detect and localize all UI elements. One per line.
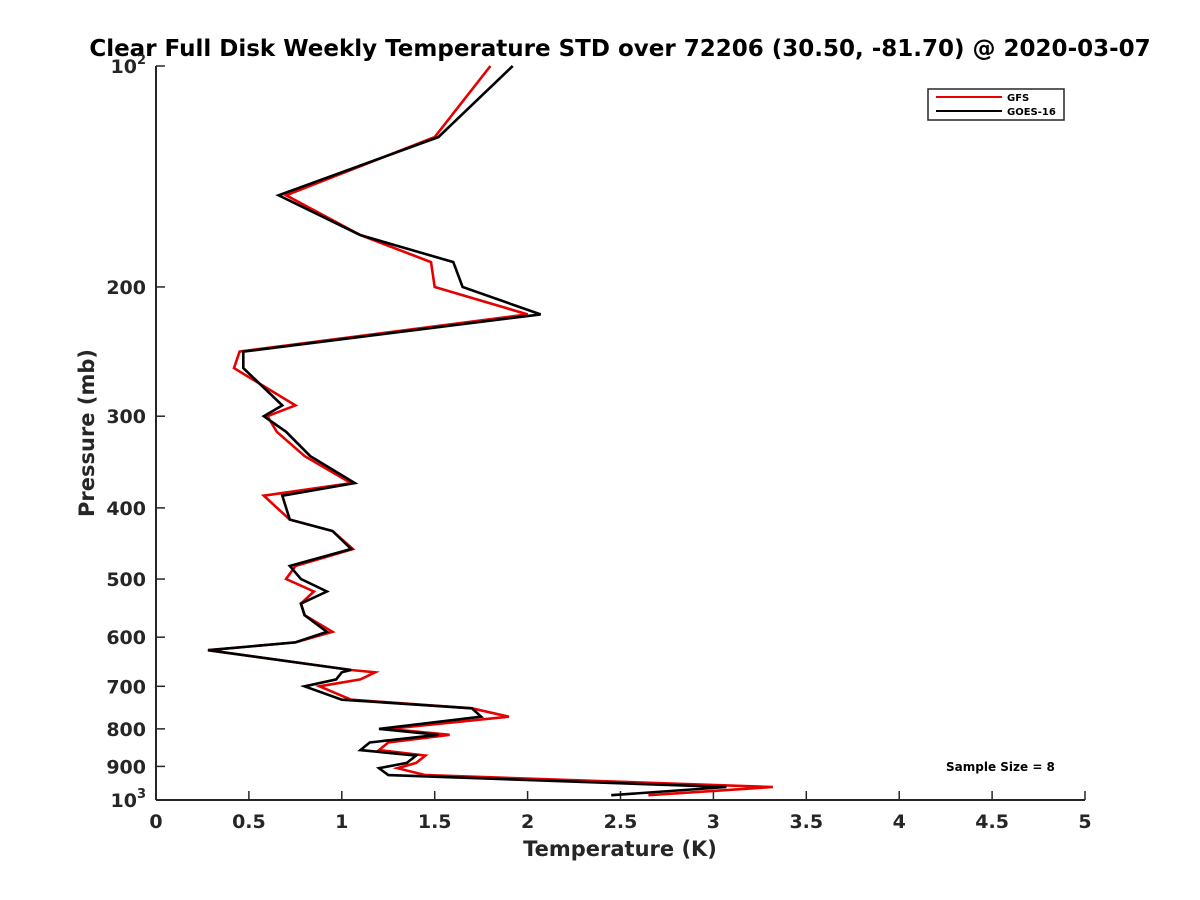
x-tick-label: 4.5 bbox=[975, 811, 1009, 833]
y-axis-ticks: 102 200 300 400 500 600 700 800 900 103 bbox=[106, 53, 165, 812]
x-tick-label: 4 bbox=[893, 811, 906, 833]
y-tick-label: 103 bbox=[111, 787, 147, 812]
legend-label-gfs: GFS bbox=[1007, 93, 1029, 104]
x-axis-ticks: 0 0.5 1 1.5 2 2.5 3 3.5 4 4.5 5 bbox=[149, 791, 1092, 833]
y-tick-label: 500 bbox=[106, 569, 146, 591]
legend-label-goes16: GOES-16 bbox=[1007, 107, 1056, 118]
x-tick-label: 5 bbox=[1078, 811, 1091, 833]
y-tick-label: 700 bbox=[106, 676, 146, 698]
y-tick-label: 400 bbox=[106, 498, 146, 520]
sample-size-annotation: Sample Size = 8 bbox=[946, 760, 1055, 774]
y-tick-label: 200 bbox=[106, 277, 146, 299]
legend-box bbox=[927, 88, 1065, 121]
y-tick-label: 800 bbox=[106, 719, 146, 741]
y-tick-label: 300 bbox=[106, 406, 146, 428]
y-axis-label: Pressure (mb) bbox=[75, 349, 99, 517]
x-tick-label: 1.5 bbox=[418, 811, 452, 833]
x-tick-label: 1 bbox=[335, 811, 348, 833]
series-line-goes16 bbox=[207, 65, 727, 797]
x-tick-label: 2.5 bbox=[604, 811, 638, 833]
x-tick-label: 3 bbox=[707, 811, 720, 833]
y-tick-label: 102 bbox=[111, 53, 147, 78]
x-tick-label: 0 bbox=[149, 811, 162, 833]
x-tick-label: 0.5 bbox=[232, 811, 266, 833]
y-tick-label: 600 bbox=[106, 627, 146, 649]
chart-title: Clear Full Disk Weekly Temperature STD o… bbox=[89, 36, 1150, 62]
series-line-gfs bbox=[207, 65, 773, 797]
legend: GFS GOES-16 bbox=[927, 88, 1065, 121]
x-tick-label: 2 bbox=[521, 811, 534, 833]
series-layer bbox=[207, 65, 773, 797]
x-axis-label: Temperature (K) bbox=[523, 837, 717, 861]
y-tick-label: 900 bbox=[106, 756, 146, 778]
x-tick-label: 3.5 bbox=[789, 811, 823, 833]
